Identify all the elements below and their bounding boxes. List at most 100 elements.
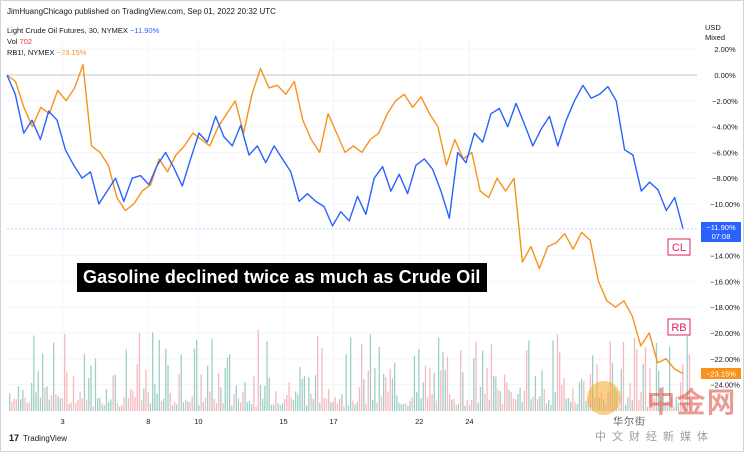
volume-bar [356,402,358,411]
volume-bar [391,378,394,411]
volume-bar [22,389,24,411]
volume-bar [438,337,440,411]
volume-bar [46,386,48,411]
volume-bar [352,400,354,411]
volume-bar [543,389,545,411]
legend-row-cl[interactable]: Light Crude Oil Futures, 30, NYMEX −11.9… [7,25,159,36]
cl-annotation[interactable]: CL [667,238,691,256]
volume-bar [660,401,662,411]
volume-bar [297,394,299,411]
volume-bar [339,398,341,411]
volume-bar [512,398,515,411]
legend-row-rb[interactable]: RB1!, NYMEX −23.15% [7,47,159,58]
volume-bar [290,397,292,411]
volume-bar [347,405,350,411]
volume-bar [354,404,356,411]
volume-bar [532,396,534,411]
volume-bar [141,400,143,411]
volume-bar [422,382,424,411]
volume-bar [66,371,68,411]
volume-bar [409,401,411,411]
rb-price-tag: −23.15% [701,368,741,379]
volume-bar [495,376,497,411]
volume-bar [561,385,563,411]
volume-bar [134,397,136,411]
volume-bar [143,388,145,411]
volume-bar [682,364,684,411]
volume-bar [451,399,453,411]
volume-bar [97,398,99,411]
volume-bar [163,398,165,411]
volume-bar [550,404,552,411]
volume-bar [224,367,226,411]
volume-bar [196,339,198,411]
volume-bar [460,350,462,411]
volume-bar [138,332,141,411]
x-axis[interactable]: 3 8 10 15 17 22 24 [60,417,473,426]
volume-bar [358,387,361,411]
volume-bar [620,368,622,411]
cl-price-tag-pct: −11.90% [706,223,736,232]
volume-bar [517,394,519,411]
series-line-rb[interactable] [6,64,684,375]
series-line-cl[interactable] [6,74,684,229]
volume-bar [152,332,154,411]
rb-annotation[interactable]: RB [667,318,691,336]
volume-bar [642,363,644,411]
volume-bar [209,391,211,411]
cl-price-tag-time: 07:08 [712,232,731,241]
volume-bar [79,391,81,411]
volume-bar [497,390,499,411]
volume-bar [176,404,178,411]
volume-bar [185,399,187,411]
volume-bar [658,370,660,411]
volume-bar [556,334,559,411]
volume-bar [218,373,220,411]
volume-bar [200,374,202,411]
volume-bar [523,390,526,411]
legend-cl-name: Light Crude Oil Futures, 30, NYMEX [7,26,128,35]
volume-bar [136,363,138,411]
volume-bar [435,400,438,411]
volume-bar [202,402,204,411]
volume-bar [94,358,97,411]
volume-bar [649,367,651,411]
volume-bar [336,403,339,411]
cl-annotation-label: CL [672,242,686,254]
volume-bar [565,398,567,411]
volume-bar [455,405,457,411]
volume-bar [253,376,255,411]
y-axis[interactable]: 2.00% 0.00% −2.00% −4.00% −6.00% −8.00% −10.00… [710,45,740,389]
volume-bar [35,392,37,411]
tradingview-mark-icon: 17 [9,433,20,443]
volume-bar [11,401,13,411]
volume-bar [242,391,244,411]
volume-bar [237,398,240,411]
y-tick-label: −20.00% [710,329,740,338]
volume-bar [647,406,649,411]
volume-bar [264,385,266,411]
volume-bar [215,403,218,411]
volume-bar [534,375,537,411]
volume-bar [123,397,125,411]
volume-bar [226,357,229,411]
volume-bar [638,399,640,411]
tradingview-logo[interactable]: 17 TradingView [9,433,67,443]
volume-bar [528,340,530,411]
volume-bar [42,353,44,411]
legend-rb-name: RB1!, NYMEX [7,48,55,57]
volume-bar [231,405,233,411]
volume-bar [526,350,528,411]
volume-bar [365,403,367,411]
volume-bar [244,381,246,411]
volume-bar [103,405,105,411]
volume-bar [622,342,625,411]
axis-header[interactable]: USD Mixed [705,23,725,43]
volume-bar [288,382,290,411]
legend-row-vol[interactable]: Vol 702 [7,36,159,47]
volume-bar [31,383,33,411]
volume-bars [9,329,691,411]
volume-bar [59,398,61,411]
y-tick-label: −10.00% [710,200,740,209]
